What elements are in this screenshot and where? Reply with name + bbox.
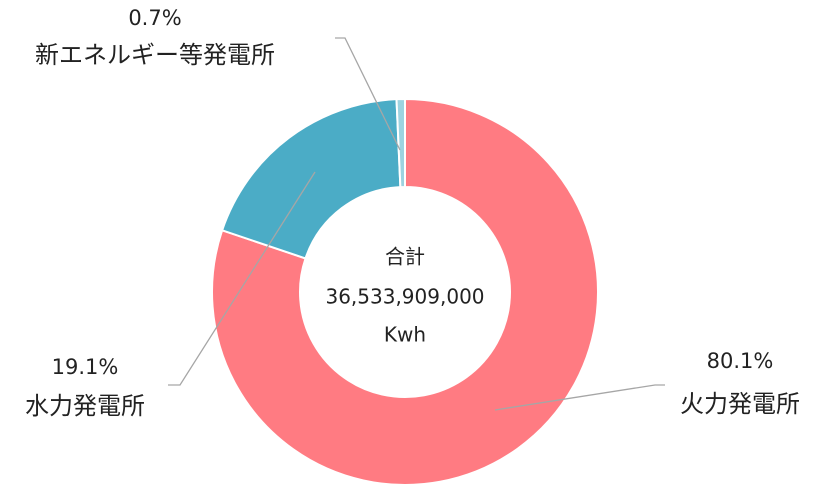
category-label: 新エネルギー等発電所 [35, 41, 275, 69]
center-unit: Kwh [384, 323, 426, 347]
value-label: 19.1% [52, 355, 119, 379]
slice [211, 97, 599, 485]
leader-line [335, 37, 401, 151]
value-label: 0.7% [128, 6, 181, 30]
category-label: 火力発電所 [680, 390, 800, 418]
slice [395, 97, 406, 189]
leader-line [494, 384, 665, 411]
center-title: 合計 [385, 245, 425, 269]
value-label: 80.1% [707, 349, 774, 373]
center-total: 36,533,909,000 [325, 285, 484, 309]
leader-line [168, 171, 316, 386]
category-label: 水力発電所 [25, 392, 145, 420]
